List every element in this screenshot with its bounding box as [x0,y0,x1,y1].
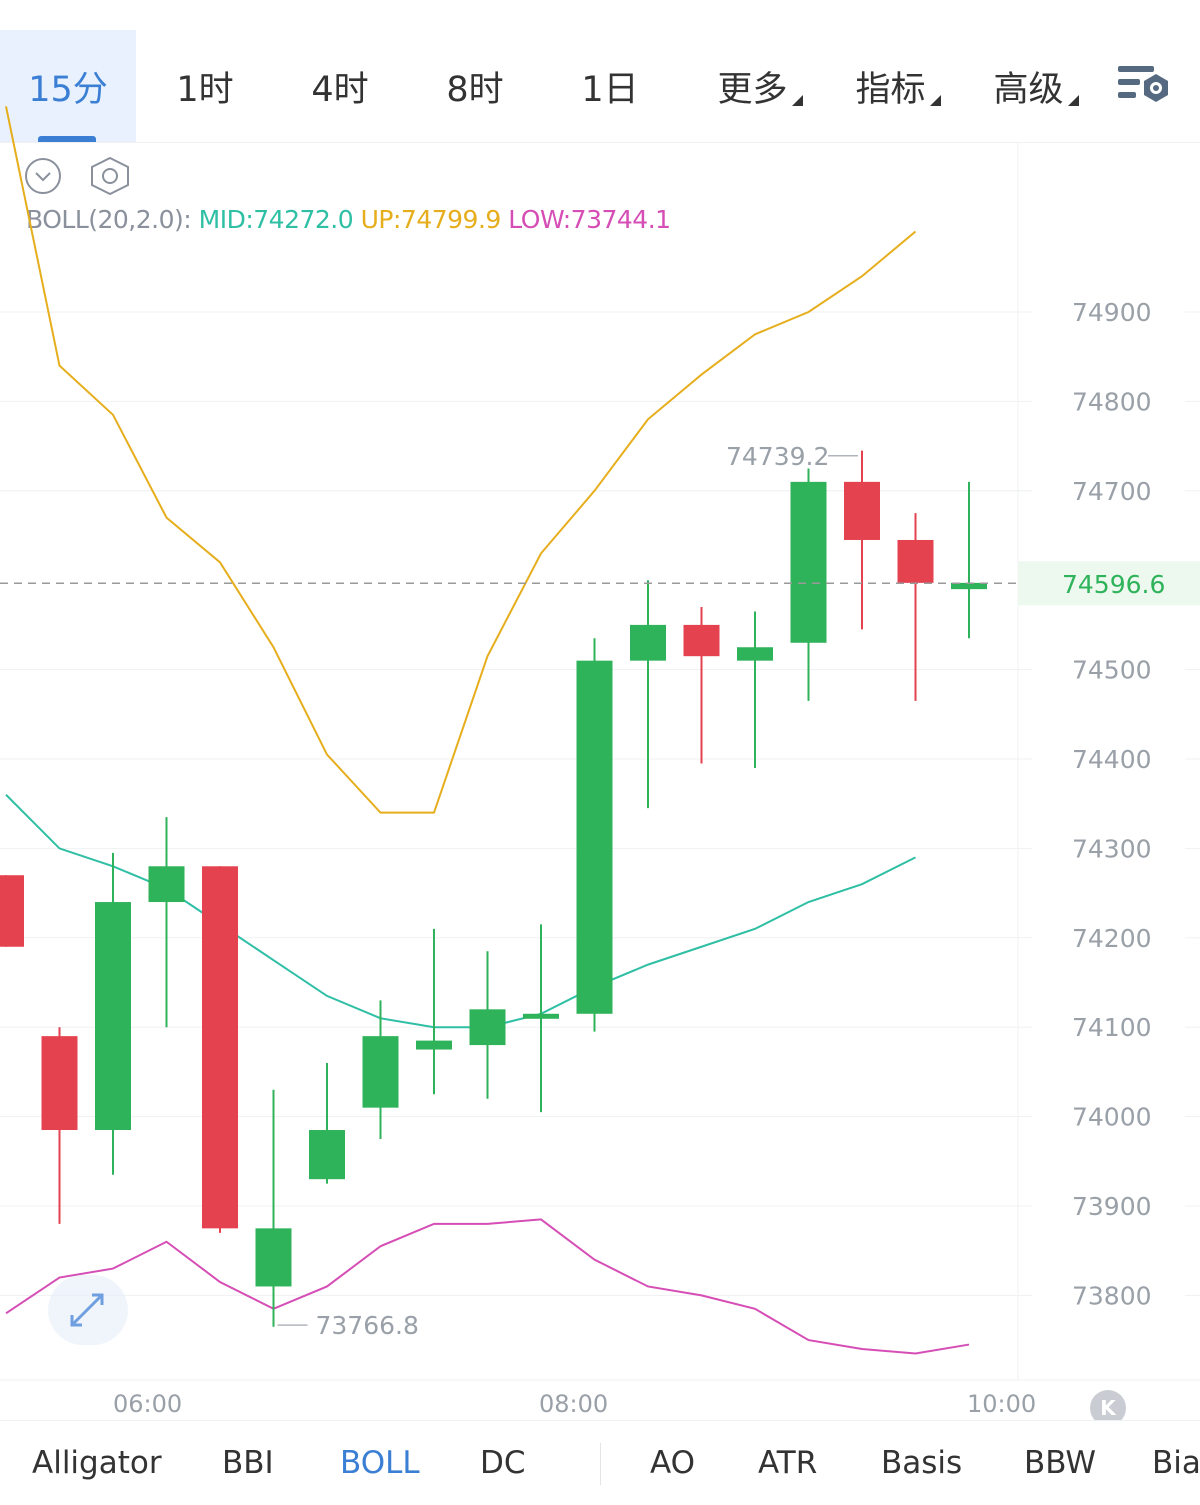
candle-body [41,1036,78,1131]
y-tick-label: 74700 [1072,477,1152,506]
y-tick-label: 73900 [1072,1192,1152,1221]
tab-label: 8时 [446,69,504,110]
indicator-tab-alligator[interactable]: Alligator [32,1421,162,1505]
tab-15min[interactable]: 15分 [0,30,136,142]
indicator-tab-basis[interactable]: Basis [881,1421,962,1505]
badge-label: K [1100,1396,1116,1420]
candle-body [683,624,720,657]
candle-body [202,866,238,1229]
indicator-label: Bias [1152,1445,1200,1481]
boll-up-label: UP: [360,205,402,234]
indicator-settings-icon[interactable] [88,155,132,197]
tab-1h[interactable]: 1时 [150,30,260,142]
tab-label: 1日 [581,69,639,110]
tab-label: 4时 [311,69,369,110]
y-tick-label: 74900 [1072,298,1152,327]
candle-body [790,481,827,643]
y-tick-label: 74800 [1072,387,1152,416]
boll-name: BOLL(20,2.0): [26,205,192,234]
candle-body [630,624,666,661]
indicator-tab-boll[interactable]: BOLL [340,1421,420,1505]
tab-label: 1时 [176,69,234,110]
tab-label: 指标 [855,69,926,110]
y-tick-label: 74000 [1072,1103,1152,1132]
tab-4h[interactable]: 4时 [285,30,395,142]
candle-body [469,1009,506,1046]
indicator-tab-atr[interactable]: ATR [758,1421,817,1505]
indicator-tab-bias[interactable]: Bias [1152,1421,1200,1505]
collapse-chevron-icon[interactable] [24,157,62,195]
chart-settings-icon[interactable] [1114,60,1174,116]
indicator-tabs: Alligator BBI BOLL DC AO ATR Basis BBW B… [0,1420,1200,1505]
candle-body [576,660,613,1014]
dropdown-triangle-icon [791,95,803,106]
tab-label: 更多 [717,69,788,110]
candle-body [362,1036,399,1108]
indicator-label: Alligator [32,1445,162,1481]
y-tick-label: 74300 [1072,834,1152,863]
candle-body [737,647,773,661]
indicator-label: Basis [881,1445,963,1481]
candle-body [309,1130,345,1180]
indicator-label: AO [650,1445,696,1481]
candle-body [95,902,131,1131]
indicators-dropdown[interactable]: 指标 [838,30,958,142]
indicator-label: BOLL [340,1445,420,1481]
dropdown-triangle-icon [1067,95,1079,106]
indicator-tab-bbi[interactable]: BBI [222,1421,274,1505]
max-price-label: 74739.2 [726,442,829,471]
x-tick-label: 08:00 [539,1390,608,1418]
indicator-tab-ao[interactable]: AO [650,1421,695,1505]
indicator-tab-dc[interactable]: DC [480,1421,526,1505]
boll-legend: BOLL(20,2.0): MID:74272.0 UP:74799.9 LOW… [26,205,671,234]
candle-body [897,539,934,583]
y-tick-label: 74400 [1072,745,1152,774]
timeframe-bar: 15分 1时 4时 8时 1日 更多 指标 高级 [0,0,1200,143]
indicator-label: BBW [1024,1445,1097,1481]
y-tick-label: 74500 [1072,656,1152,685]
candle-body [844,481,880,540]
indicator-label: ATR [758,1445,818,1481]
candlestick-chart[interactable]: 74900 74800 74700 74500 74400 74300 74200 74100… [0,0,1200,1420]
candle-body [951,582,987,590]
candle-body [523,1013,559,1019]
boll-mid-label: MID: [198,205,254,234]
boll-up-value: 74799.9 [400,205,501,234]
candle-body [416,1040,452,1050]
boll-low-label: LOW: [508,205,571,234]
tab-1d[interactable]: 1日 [555,30,665,142]
boll-upper-line [5,106,917,814]
y-tick-label: 74200 [1072,924,1152,953]
x-tick-label: 10:00 [967,1390,1036,1418]
candle-body [0,875,24,947]
indicator-tab-bbw[interactable]: BBW [1024,1421,1096,1505]
tab-label: 高级 [993,69,1064,110]
more-dropdown[interactable]: 更多 [700,30,820,142]
candle-body [255,1228,292,1287]
current-price-bg [1018,561,1200,606]
indicator-label: BBI [222,1445,274,1481]
boll-mid-value: 74272.0 [253,205,354,234]
boll-mid-line [5,794,916,1029]
expand-chart-button[interactable] [48,1275,128,1345]
tab-label: 15分 [28,69,108,110]
tab-divider [600,1443,601,1485]
min-price-label: 73766.8 [316,1311,419,1340]
active-tab-underline [38,136,96,142]
x-tick-label: 06:00 [113,1390,182,1418]
candle-body [148,866,185,903]
y-tick-label: 74100 [1072,1013,1152,1042]
indicator-label: DC [480,1445,526,1481]
current-price-label: 74596.6 [1062,570,1165,599]
advanced-dropdown[interactable]: 高级 [976,30,1096,142]
boll-low-value: 73744.1 [570,205,671,234]
tab-8h[interactable]: 8时 [420,30,530,142]
dropdown-triangle-icon [929,95,941,106]
boll-lower-line [5,1218,970,1355]
y-tick-label: 73800 [1072,1281,1152,1310]
